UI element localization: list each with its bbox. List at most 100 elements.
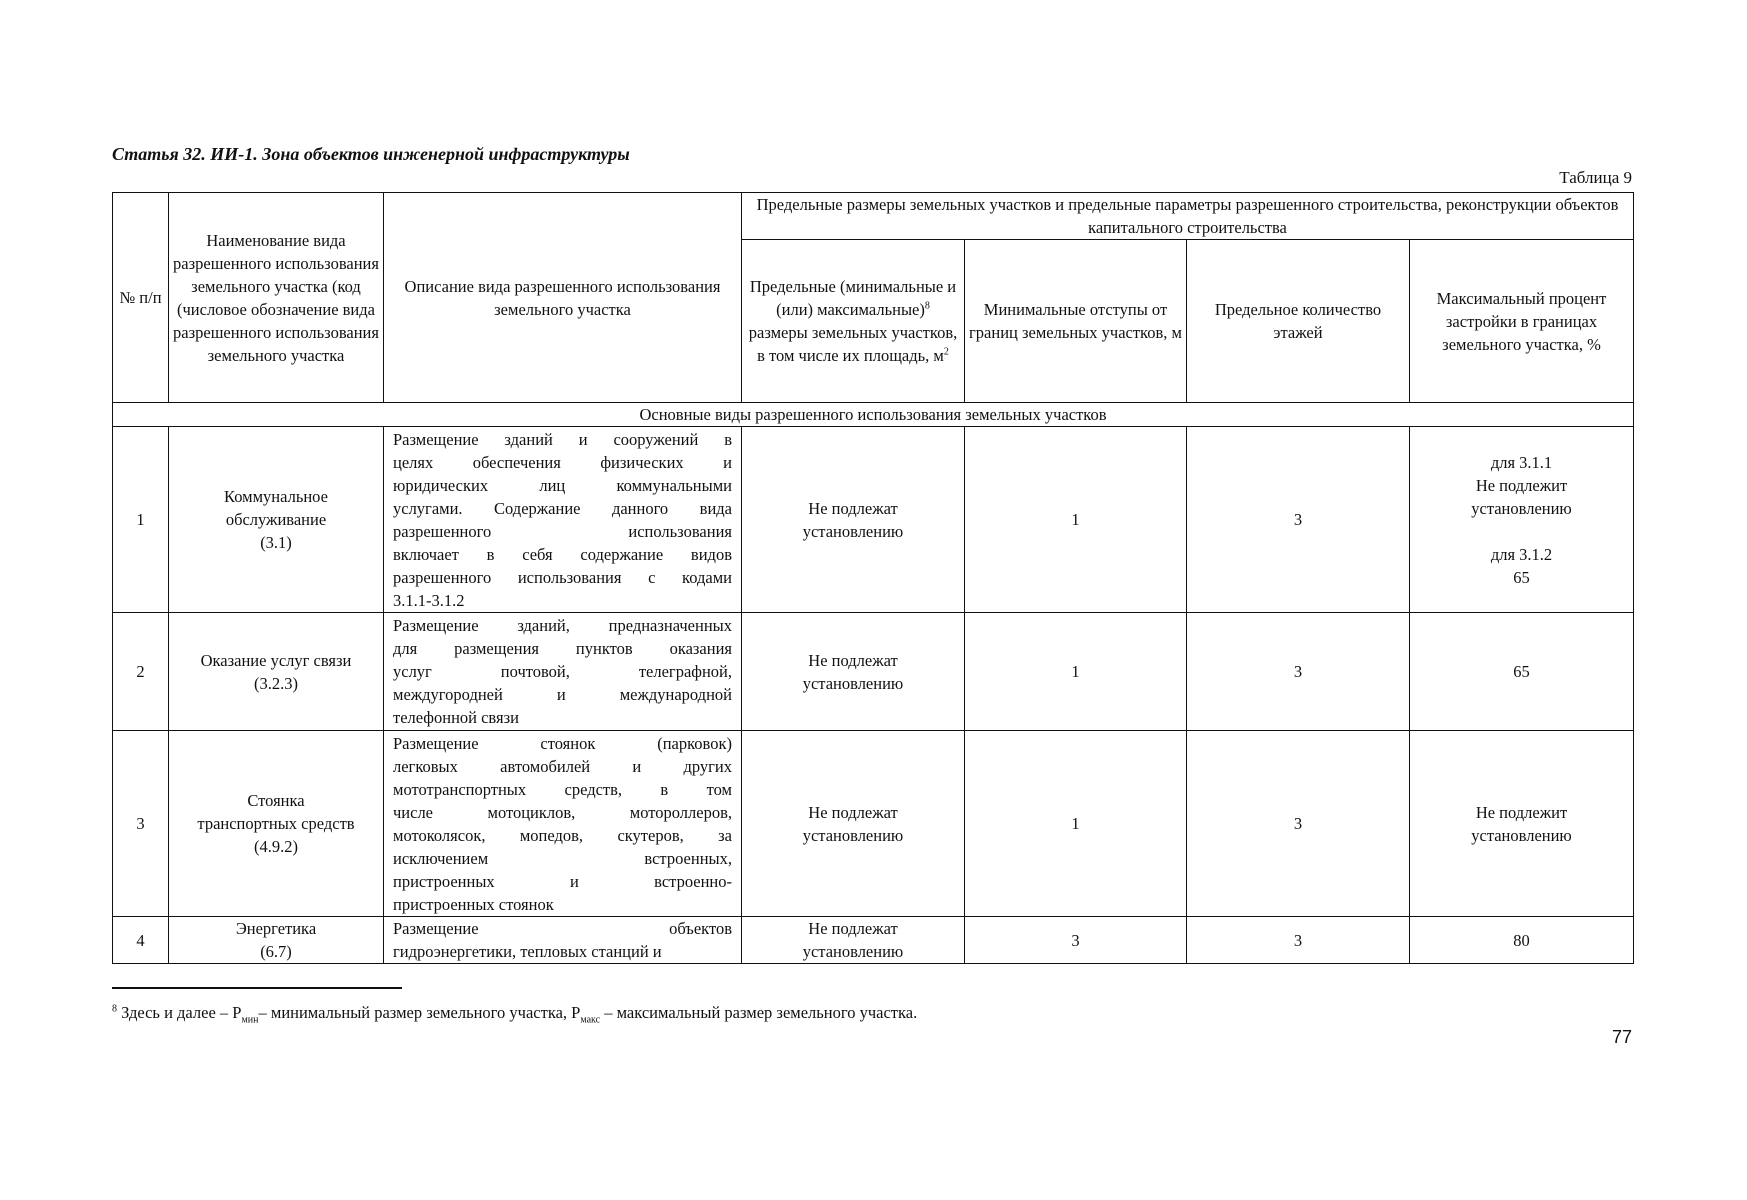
- cell-setback: 1: [964, 730, 1187, 917]
- num-line: 4: [136, 930, 145, 950]
- table-row: 1 Коммунальное обслуживание (3.1) Размещение…: [112, 426, 1635, 613]
- desc-line: мотоколясок, мопедов, скутеров, за: [393, 825, 732, 845]
- floors-line: 3: [1293, 510, 1303, 529]
- cell-desc: Размещение объектов гидроэнергетики, тепл…: [383, 916, 742, 964]
- desc-line: Размещение зданий и сооружений в: [393, 429, 732, 449]
- article-title: Статья 32. ИИ-1. Зона объектов инженерно…: [112, 144, 630, 164]
- cell-floors: 3: [1186, 612, 1410, 731]
- name-line: Стоянка: [247, 791, 305, 810]
- desc-line: юридических лиц коммунальными: [393, 475, 732, 495]
- cell-num: 1: [112, 426, 169, 613]
- desc-line: для размещения пунктов оказания: [393, 639, 732, 658]
- cell-size: Не подлежат установлению: [741, 916, 965, 964]
- floors-line: 3: [1293, 930, 1303, 950]
- table-row: 3 Стоянка транспортных средств (4.9.2) Разме…: [112, 730, 1635, 917]
- size-line: Не подлежат установлению: [802, 650, 904, 693]
- cell-floors: 3: [1186, 916, 1410, 964]
- header-num: № п/п: [112, 192, 169, 403]
- name-line: (6.7): [260, 942, 292, 961]
- footnote: 8 Здесь и далее – Pмин– минимальный разм…: [112, 1003, 918, 1026]
- desc-line: гидроэнергетики, тепловых станций и: [393, 942, 662, 961]
- cell-name: Коммунальное обслуживание (3.1): [168, 426, 384, 613]
- header-floors: Предельное количество этажей: [1186, 239, 1410, 403]
- desc-line: целях обеспечения физических и: [393, 452, 732, 472]
- coverage-line: 65: [1513, 567, 1530, 587]
- desc-line: включает в себя содержание видов: [393, 544, 732, 564]
- coverage-line: Не подлежит: [1475, 802, 1568, 822]
- cell-name: Стоянка транспортных средств (4.9.2): [168, 730, 384, 917]
- name-line: Коммунальное: [224, 487, 328, 506]
- header-group: Предельные размеры земельных участков и …: [740, 192, 1635, 240]
- num-line: 2: [136, 662, 145, 681]
- desc-line: междугородней и международной: [393, 685, 732, 704]
- cell-name: Оказание услуг связи (3.2.3): [168, 612, 384, 731]
- coverage-line: установлению: [1471, 498, 1572, 518]
- cell-num: 2: [112, 612, 169, 731]
- name-line: обслуживание: [225, 510, 327, 529]
- cell-desc: Размещение зданий, предназначенных для ра…: [383, 612, 742, 731]
- header-setback: Минимальные отступы от границ земельных …: [964, 239, 1187, 403]
- coverage-line: [1414, 520, 1629, 543]
- num-line: 1: [136, 510, 145, 529]
- name-line: (3.2.3): [254, 673, 298, 693]
- desc-line: разрешенного использования: [393, 521, 732, 541]
- coverage-line: 65: [1513, 662, 1530, 681]
- desc-line: исключением встроенных,: [393, 848, 732, 868]
- name-line: (4.9.2): [254, 837, 298, 856]
- cell-desc: Размещение стоянок (парковок) легковых ав…: [383, 730, 742, 917]
- desc-line: 3.1.1-3.1.2: [393, 590, 465, 610]
- header-desc: Описание вида разрешенного использования…: [383, 192, 742, 403]
- table-row: 2 Оказание услуг связи (3.2.3) Размещение з…: [112, 612, 1635, 731]
- desc-line: пристроенных стоянок: [393, 894, 554, 914]
- coverage-line: для 3.1.1: [1490, 452, 1553, 472]
- cell-setback: 1: [964, 426, 1187, 613]
- coverage-line: 80: [1513, 930, 1530, 950]
- num-line: 3: [136, 814, 145, 833]
- desc-line: разрешенного использования с кодами: [393, 567, 732, 587]
- desc-line: мототранспортных средств, в том: [393, 779, 732, 799]
- cell-coverage: 65: [1408, 612, 1635, 731]
- cell-coverage: для 3.1.1 Не подлежит установлению для 3.1…: [1408, 426, 1635, 613]
- desc-line: пристроенных и встроенно-: [393, 871, 732, 891]
- cell-desc: Размещение зданий и сооружений в целях об…: [383, 426, 742, 613]
- setback-line: 1: [1071, 814, 1080, 833]
- cell-coverage: 80: [1408, 916, 1635, 964]
- coverage-line: Не подлежит: [1475, 475, 1568, 495]
- table-label: Таблица 9: [1559, 168, 1632, 187]
- name-line: транспортных средств: [197, 814, 355, 833]
- name-line: (3.1): [260, 533, 292, 552]
- name-line: Оказание услуг связи: [200, 650, 352, 670]
- header-name: Наименование вида разрешенного использов…: [168, 192, 384, 403]
- cell-num: 3: [112, 730, 169, 917]
- header-coverage: Максимальный процент застройки в граница…: [1408, 239, 1635, 403]
- desc-line: Размещение зданий, предназначенных: [393, 616, 732, 635]
- page-number: 77: [1611, 1027, 1632, 1047]
- desc-line: легковых автомобилей и других: [393, 756, 732, 776]
- cell-floors: 3: [1186, 730, 1410, 917]
- cell-setback: 3: [964, 916, 1187, 964]
- section-row: Основные виды разрешенного использования…: [111, 402, 1635, 427]
- name-line: Энергетика: [235, 919, 317, 938]
- setback-line: 3: [1071, 930, 1080, 950]
- floors-line: 3: [1293, 814, 1303, 833]
- cell-floors: 3: [1186, 426, 1410, 613]
- desc-line: числе мотоциклов, мотороллеров,: [393, 802, 732, 822]
- size-line: Не подлежат установлению: [802, 919, 904, 961]
- cell-num: 4: [112, 916, 169, 964]
- desc-line: Размещение объектов: [393, 919, 732, 938]
- cell-setback: 1: [964, 612, 1187, 731]
- setback-line: 1: [1071, 662, 1080, 681]
- size-line: Не подлежат установлению: [802, 498, 904, 541]
- desc-line: телефонной связи: [393, 708, 519, 727]
- cell-name: Энергетика (6.7): [168, 916, 384, 964]
- coverage-line: установлению: [1471, 825, 1572, 845]
- cell-size: Не подлежат установлению: [741, 612, 965, 731]
- cell-coverage: Не подлежит установлению: [1408, 730, 1635, 917]
- zone-table: № п/п Наименование вида разрешенного исп…: [111, 192, 1635, 964]
- size-line: Не подлежат установлению: [802, 802, 904, 845]
- header-size: Предельные (минимальные и (или) максимал…: [741, 239, 965, 403]
- cell-size: Не подлежат установлению: [741, 426, 965, 613]
- desc-line: услуг почтовой, телеграфной,: [393, 662, 732, 681]
- coverage-line: для 3.1.2: [1490, 544, 1553, 564]
- desc-line: Размещение стоянок (парковок): [393, 733, 732, 753]
